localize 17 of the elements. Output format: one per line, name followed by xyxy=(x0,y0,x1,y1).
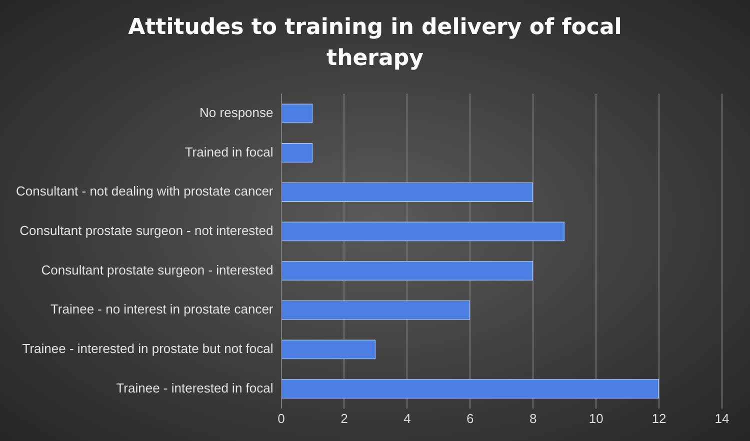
y-tick-label: Trained in focal xyxy=(184,144,274,160)
x-tick-label: 14 xyxy=(714,410,730,426)
x-tick-label: 0 xyxy=(278,410,285,426)
y-tick-label: Trainee - interested in prostate but not focal xyxy=(22,340,274,356)
y-tick-label: Consultant prostate surgeon - interested xyxy=(41,262,274,278)
x-tick-label: 6 xyxy=(466,410,474,426)
x-tick-label: 8 xyxy=(529,410,537,426)
chart-title: Attitudes to training in delivery of focal therapy xyxy=(127,14,623,73)
y-tick-label: Consultant prostate surgeon - not interested xyxy=(20,223,274,238)
x-tick-label: 10 xyxy=(588,410,604,426)
x-tick-label: 12 xyxy=(652,410,666,426)
y-tick-label: No response xyxy=(200,105,274,120)
y-tick-label: Consultant - not dealing with prostate cancer xyxy=(16,184,274,199)
y-tick-label: Trainee - interested in focal xyxy=(116,380,274,396)
y-tick-label: Trainee - no interest in prostate cancer xyxy=(50,302,274,317)
x-tick-label: 4 xyxy=(404,410,411,426)
x-tick-label: 2 xyxy=(340,410,348,426)
